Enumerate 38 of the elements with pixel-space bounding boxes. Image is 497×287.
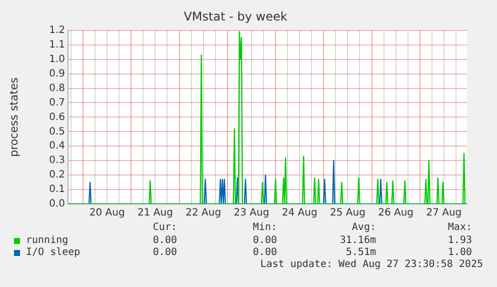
- legend-label: running: [26, 235, 68, 247]
- text: 0.00: [152, 247, 177, 259]
- text: 1.00: [448, 247, 472, 259]
- text: 0.00: [252, 247, 277, 259]
- y-tick-label: 0.5: [49, 126, 65, 138]
- x-tick-label: 20 Aug: [89, 208, 125, 219]
- y-tick-label: 0.2: [49, 170, 65, 181]
- x-tick-label: 22 Aug: [186, 208, 222, 219]
- y-tick-label: 1.2: [49, 24, 65, 36]
- y-tick-label: 1.0: [49, 54, 65, 65]
- x-tick-label: 23 Aug: [234, 208, 270, 219]
- x-tick-label: 26 Aug: [378, 208, 414, 219]
- y-tick-label: 0.8: [49, 82, 65, 94]
- x-tick-label: 21 Aug: [138, 208, 173, 219]
- x-tick-label: 24 Aug: [282, 208, 318, 219]
- y-tick-label: 1.1: [49, 39, 65, 50]
- y-tick-label: 0.3: [49, 155, 65, 166]
- text: 31.16m: [340, 235, 376, 247]
- legend-label: I/O sleep: [26, 247, 80, 259]
- text: Avg:: [352, 222, 376, 234]
- text: 0.00: [152, 235, 177, 247]
- text: 1.93: [448, 235, 472, 247]
- y-tick-label: 0.1: [49, 184, 65, 196]
- x-tick-label: 27 Aug: [426, 208, 462, 219]
- chart-title: VMstat - by week: [184, 9, 288, 24]
- y-tick-label: 0.6: [49, 112, 65, 123]
- text: Last update: Wed Aug 27 23:30:58 2025: [260, 259, 483, 271]
- y-tick-label: 0.0: [49, 198, 65, 210]
- text: 5.51m: [346, 247, 376, 259]
- text: Max:: [448, 222, 472, 234]
- y-axis-title: process states: [7, 77, 20, 157]
- y-tick-label: 0.4: [49, 140, 65, 152]
- text: Min:: [252, 222, 277, 234]
- text: 0.00: [252, 235, 277, 247]
- y-tick-label: 0.7: [49, 97, 65, 108]
- text: Cur:: [152, 222, 177, 234]
- y-tick-label: 0.9: [49, 68, 65, 80]
- x-tick-label: 25 Aug: [330, 208, 366, 219]
